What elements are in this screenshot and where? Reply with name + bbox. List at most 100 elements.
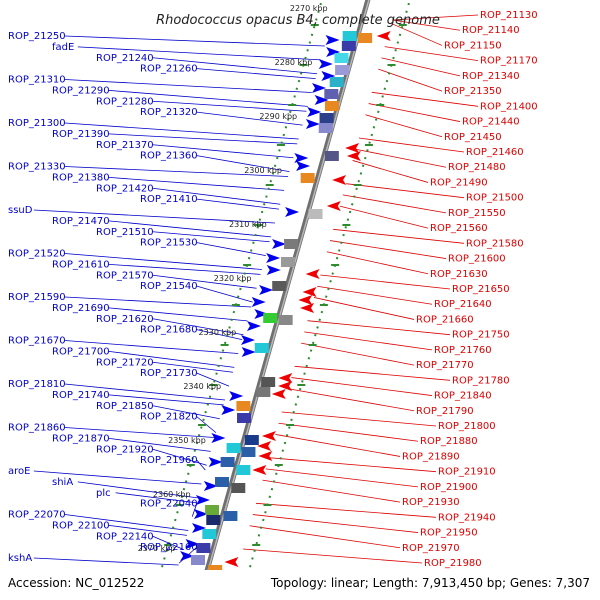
right-gene-label: ROP_21930 [402, 497, 460, 508]
left-gene-label: ROP_21300 [8, 118, 66, 129]
right-leader-line [313, 297, 415, 320]
gene-block [226, 443, 241, 453]
genome-track [160, 0, 411, 570]
right-gene-label: ROP_21480 [448, 162, 506, 173]
left-leader-line [152, 57, 318, 75]
reverse-gene-arrow [252, 465, 267, 475]
reverse-gene-arrow [261, 431, 276, 441]
reverse-gene-arrow [278, 381, 293, 391]
right-leader-line [262, 479, 401, 503]
forward-gene-arrow [254, 309, 269, 319]
gene-block [308, 209, 323, 219]
forward-gene-arrow [325, 35, 340, 45]
left-gene-label: ROP_21360 [140, 151, 198, 162]
left-gene-label: ROP_21680 [140, 325, 198, 336]
left-leader-line [33, 557, 179, 566]
scale-mark-label: 2290 kbp [259, 112, 297, 121]
left-leader-line [196, 459, 206, 471]
right-leader-line [275, 434, 401, 457]
left-gene-label: ROP_22160 [140, 542, 198, 553]
left-leader-line [108, 394, 224, 406]
reverse-gene-arrow [224, 557, 239, 567]
right-gene-label: ROP_21950 [420, 528, 478, 539]
gene-block [334, 53, 349, 63]
reverse-gene-arrow [278, 373, 293, 383]
left-gene-label: ROP_21570 [96, 270, 154, 281]
left-gene-label: ROP_21530 [140, 238, 198, 249]
scale-marks: 2270 kbp 2280 kbp 2290 kbp 2300 kbp 2310 kbp… [138, 4, 328, 553]
gene-block [272, 281, 287, 291]
forward-gene-arrow [180, 551, 195, 561]
forward-gene-arrow [208, 457, 223, 467]
right-leader-line [381, 57, 461, 77]
forward-gene-arrow [326, 47, 341, 57]
left-gene-label: ROP_21520 [8, 249, 66, 260]
left-gene-label: plc [96, 488, 111, 499]
right-gene-label: ROP_21980 [424, 558, 482, 569]
gene-block [220, 457, 235, 467]
right-leader-line [249, 525, 401, 549]
right-gene-label: ROP_21640 [434, 299, 492, 310]
left-leader-line [64, 340, 239, 354]
left-leader-line [196, 68, 316, 80]
gene-block [254, 343, 269, 353]
left-leader-line [196, 242, 266, 257]
scale-mark-label: 2340 kbp [183, 382, 221, 391]
left-gene-label: ROP_21280 [96, 96, 154, 107]
gene-block [196, 543, 211, 553]
left-leader-line [64, 296, 252, 308]
forward-gene-arrow [296, 161, 311, 171]
forward-gene-arrow [195, 495, 210, 505]
right-leader-line [392, 19, 461, 31]
left-gene-label: ROP_21700 [52, 346, 110, 357]
gene-block [236, 465, 251, 475]
right-leader-lines [243, 14, 479, 564]
right-leader-line [320, 274, 451, 290]
right-leader-line [252, 514, 419, 533]
right-gene-label: ROP_21660 [416, 314, 474, 325]
left-gene-label: ROP_21810 [8, 379, 66, 390]
scale-mark-label: 2310 kbp [229, 220, 267, 229]
left-gene-label: ROP_21260 [140, 64, 198, 75]
left-gene-label: ROP_21310 [8, 75, 66, 86]
gene-block [329, 77, 344, 87]
left-leader-line [64, 253, 262, 270]
left-gene-label: ROP_21380 [52, 172, 110, 183]
left-gene-label: ssuD [8, 205, 33, 216]
right-leader-line [342, 194, 447, 214]
left-leader-line [64, 427, 215, 438]
right-gene-label: ROP_21900 [420, 482, 478, 493]
right-gene-label: ROP_21580 [466, 238, 524, 249]
left-gene-label: ROP_22140 [96, 531, 154, 542]
forward-gene-arrow [241, 347, 256, 357]
left-leader-line [64, 166, 289, 177]
right-leader-line [265, 468, 419, 488]
right-leader-line [288, 388, 415, 412]
left-gene-label: ROP_21820 [140, 412, 198, 423]
forward-gene-arrow [259, 285, 274, 295]
scale-mark-label: 2370 kbp [138, 544, 176, 553]
gene-features [180, 31, 391, 570]
forward-gene-arrow [185, 539, 200, 549]
gene-block [358, 33, 373, 43]
left-leader-line [196, 372, 230, 387]
right-leader-line [339, 205, 429, 229]
left-gene-label: ROP_21620 [96, 314, 154, 325]
right-leader-line [326, 251, 429, 275]
right-leader-line [384, 46, 479, 62]
left-leader-line [108, 350, 235, 368]
right-gene-label: ROP_21650 [452, 284, 510, 295]
forward-gene-arrow [305, 119, 320, 129]
right-leader-line [358, 137, 465, 153]
right-leader-line [291, 377, 433, 396]
left-gene-label: ROP_21240 [96, 53, 154, 64]
right-gene-label: ROP_21150 [444, 40, 502, 51]
left-leader-line [108, 220, 272, 238]
forward-gene-arrow [221, 405, 236, 415]
forward-gene-arrow [193, 509, 208, 519]
right-gene-label: ROP_21550 [448, 208, 506, 219]
right-gene-label: ROP_21600 [448, 254, 506, 265]
left-gene-label: ROP_21320 [140, 107, 198, 118]
reverse-gene-arrow [376, 31, 391, 41]
right-leader-line [378, 68, 443, 92]
